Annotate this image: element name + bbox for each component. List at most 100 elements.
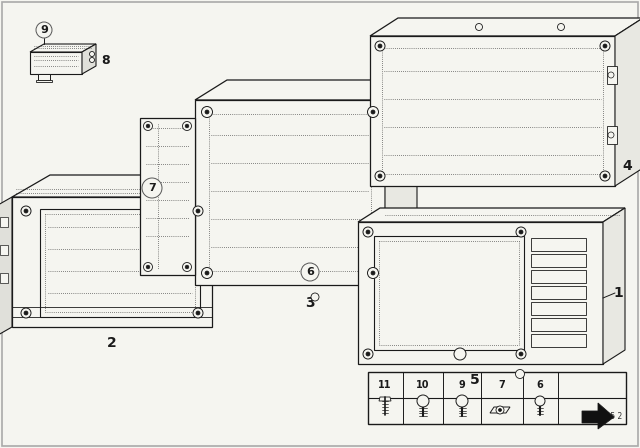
Circle shape bbox=[456, 395, 468, 407]
Circle shape bbox=[366, 230, 370, 234]
Circle shape bbox=[363, 227, 373, 237]
Circle shape bbox=[21, 206, 31, 216]
Circle shape bbox=[202, 107, 212, 117]
Polygon shape bbox=[615, 18, 640, 186]
Circle shape bbox=[182, 121, 191, 130]
Circle shape bbox=[603, 174, 607, 178]
Polygon shape bbox=[0, 197, 12, 335]
Circle shape bbox=[90, 57, 95, 63]
Text: 3: 3 bbox=[305, 296, 315, 310]
Text: 2: 2 bbox=[107, 336, 117, 350]
Circle shape bbox=[366, 352, 370, 356]
Circle shape bbox=[205, 271, 209, 275]
Polygon shape bbox=[140, 118, 195, 275]
Circle shape bbox=[311, 293, 319, 301]
Circle shape bbox=[90, 52, 95, 56]
Circle shape bbox=[516, 349, 526, 359]
Polygon shape bbox=[374, 236, 524, 350]
Circle shape bbox=[375, 41, 385, 51]
Circle shape bbox=[143, 121, 152, 130]
Circle shape bbox=[367, 267, 378, 279]
Polygon shape bbox=[358, 208, 625, 222]
Polygon shape bbox=[370, 36, 615, 186]
Polygon shape bbox=[195, 100, 385, 285]
Polygon shape bbox=[30, 44, 96, 52]
Circle shape bbox=[24, 311, 28, 315]
Polygon shape bbox=[12, 197, 212, 327]
Polygon shape bbox=[379, 397, 391, 401]
Circle shape bbox=[193, 206, 203, 216]
Text: 10: 10 bbox=[416, 380, 429, 390]
Bar bbox=[531, 334, 586, 347]
Polygon shape bbox=[12, 175, 250, 197]
Circle shape bbox=[146, 124, 150, 128]
Polygon shape bbox=[385, 80, 417, 285]
Circle shape bbox=[600, 171, 610, 181]
Text: 6: 6 bbox=[306, 267, 314, 277]
Circle shape bbox=[196, 209, 200, 213]
Circle shape bbox=[301, 263, 319, 281]
Circle shape bbox=[454, 348, 466, 360]
Bar bbox=[531, 238, 586, 251]
Circle shape bbox=[496, 406, 504, 414]
Circle shape bbox=[371, 110, 375, 114]
Polygon shape bbox=[582, 403, 614, 429]
Polygon shape bbox=[40, 209, 200, 317]
Bar bbox=[368, 372, 626, 424]
Circle shape bbox=[36, 22, 52, 38]
Circle shape bbox=[24, 209, 28, 213]
Circle shape bbox=[185, 124, 189, 128]
Bar bbox=[0, 273, 8, 283]
Circle shape bbox=[516, 227, 526, 237]
Bar bbox=[0, 245, 8, 255]
Circle shape bbox=[378, 174, 382, 178]
Circle shape bbox=[142, 178, 162, 198]
Circle shape bbox=[519, 352, 523, 356]
Circle shape bbox=[196, 311, 200, 315]
Circle shape bbox=[21, 308, 31, 318]
Circle shape bbox=[193, 308, 203, 318]
Text: 001505 2: 001505 2 bbox=[586, 412, 622, 421]
Polygon shape bbox=[195, 80, 417, 100]
Circle shape bbox=[519, 230, 523, 234]
Circle shape bbox=[182, 263, 191, 271]
Bar bbox=[0, 217, 8, 227]
Bar bbox=[607, 126, 617, 144]
Polygon shape bbox=[603, 208, 625, 364]
Polygon shape bbox=[36, 80, 52, 82]
Bar bbox=[531, 270, 586, 283]
Polygon shape bbox=[358, 222, 603, 364]
Polygon shape bbox=[30, 52, 82, 74]
Text: 4: 4 bbox=[622, 159, 632, 173]
Text: 9: 9 bbox=[459, 380, 465, 390]
Text: 9: 9 bbox=[40, 25, 48, 35]
Circle shape bbox=[205, 110, 209, 114]
Circle shape bbox=[143, 263, 152, 271]
Circle shape bbox=[557, 23, 564, 30]
Circle shape bbox=[608, 132, 614, 138]
Circle shape bbox=[202, 267, 212, 279]
Text: 6: 6 bbox=[536, 380, 543, 390]
Polygon shape bbox=[38, 74, 50, 80]
Bar bbox=[607, 66, 617, 84]
Circle shape bbox=[417, 395, 429, 407]
Circle shape bbox=[375, 171, 385, 181]
Circle shape bbox=[608, 72, 614, 78]
Text: 11: 11 bbox=[378, 380, 392, 390]
Polygon shape bbox=[490, 407, 510, 413]
Polygon shape bbox=[370, 18, 640, 36]
Text: 7: 7 bbox=[148, 183, 156, 193]
Circle shape bbox=[603, 44, 607, 48]
Circle shape bbox=[499, 409, 502, 412]
Bar bbox=[531, 302, 586, 315]
Circle shape bbox=[185, 265, 189, 269]
Circle shape bbox=[515, 370, 525, 379]
Circle shape bbox=[476, 23, 483, 30]
Text: 8: 8 bbox=[102, 53, 110, 66]
Circle shape bbox=[367, 107, 378, 117]
Circle shape bbox=[535, 396, 545, 406]
Bar bbox=[531, 254, 586, 267]
Circle shape bbox=[600, 41, 610, 51]
Circle shape bbox=[363, 349, 373, 359]
Circle shape bbox=[378, 44, 382, 48]
